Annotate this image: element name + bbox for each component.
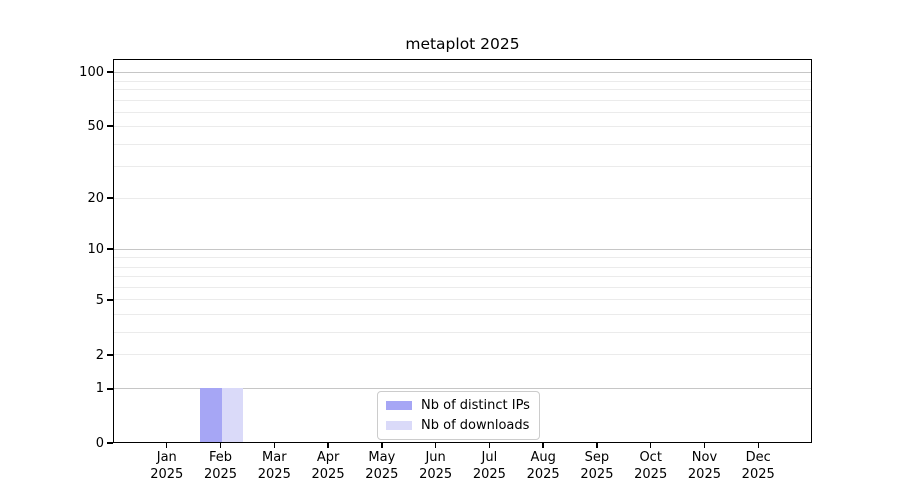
x-tick-label-sep: Sep 2025 [580,450,614,482]
x-tick-mark-jun [434,443,437,448]
x-tick-label-feb: Feb 2025 [203,450,238,482]
y-tick-mark-0 [107,442,113,444]
bar-feb-distinct-ips [200,388,222,442]
gridline-y-10 [114,248,811,250]
x-tick-mark-may [381,443,383,448]
y-tick-mark-1 [107,388,113,390]
gridline-y-2 [114,354,811,356]
bar-feb-downloads [221,388,244,442]
gridline-y-70 [114,100,811,102]
x-tick-mark-feb [219,443,222,448]
y-tick-mark-5 [107,299,113,301]
x-tick-label-oct: Oct 2025 [634,450,668,482]
y-tick-mark-50 [107,125,113,127]
gridline-y-20 [114,197,811,199]
y-tick-label-20: 20 [87,190,104,206]
x-tick-label-mar: Mar 2025 [257,450,291,482]
legend-item-downloads: Nb of downloads [386,417,530,434]
y-tick-mark-2 [107,354,113,356]
y-tick-label-5: 5 [95,292,104,308]
gridline-y-1 [114,387,811,389]
x-tick-label-nov: Nov 2025 [687,450,721,482]
y-tick-mark-10 [107,248,113,250]
gridline-y-4 [114,314,811,316]
x-tick-mark-mar [273,443,275,448]
legend-label-distinct-ips: Nb of distinct IPs [421,398,530,413]
gridline-y-9 [114,257,811,259]
x-tick-label-jan: Jan 2025 [150,450,184,482]
gridline-y-7 [114,276,811,278]
x-tick-mark-nov [703,443,706,448]
gridline-y-8 [114,267,811,269]
y-tick-mark-100 [107,71,113,73]
x-tick-label-aug: Aug 2025 [526,450,560,482]
x-tick-mark-jan [166,443,168,448]
y-tick-mark-20 [107,197,113,199]
x-tick-label-dec: Dec 2025 [741,450,775,482]
x-tick-label-jun: Jun 2025 [419,450,453,482]
legend: Nb of distinct IPs Nb of downloads [377,391,540,440]
y-tick-label-0: 0 [95,435,104,451]
gridline-y-80 [114,89,811,91]
gridline-y-50 [114,126,811,128]
legend-swatch-distinct-ips-icon [386,401,412,410]
x-tick-mark-sep [596,443,598,448]
y-tick-label-2: 2 [95,347,104,363]
plot-area: Nb of distinct IPs Nb of downloads [113,59,812,443]
y-tick-label-100: 100 [79,64,104,80]
gridline-y-30 [114,166,811,168]
legend-swatch-downloads-icon [386,421,412,430]
gridline-y-40 [114,143,811,145]
gridline-y-60 [114,112,811,114]
gridline-y-6 [114,287,811,289]
gridline-y-5 [114,299,811,301]
y-tick-label-1: 1 [95,381,104,397]
legend-item-distinct-ips: Nb of distinct IPs [386,397,530,414]
legend-label-downloads: Nb of downloads [421,418,530,433]
x-tick-mark-jul [488,443,491,448]
y-tick-label-10: 10 [87,241,104,257]
gridline-y-90 [114,80,811,82]
x-tick-mark-apr [327,443,329,448]
x-tick-mark-oct [649,443,652,448]
x-tick-label-apr: Apr 2025 [311,450,345,482]
x-tick-label-may: May 2025 [365,450,399,482]
gridline-y-100 [114,72,811,74]
x-tick-mark-aug [542,443,544,448]
y-tick-label-50: 50 [87,118,104,134]
x-tick-mark-dec [757,443,759,448]
gridline-y-3 [114,332,811,334]
x-tick-label-jul: Jul 2025 [472,450,506,482]
chart-title: metaplot 2025 [405,35,520,53]
